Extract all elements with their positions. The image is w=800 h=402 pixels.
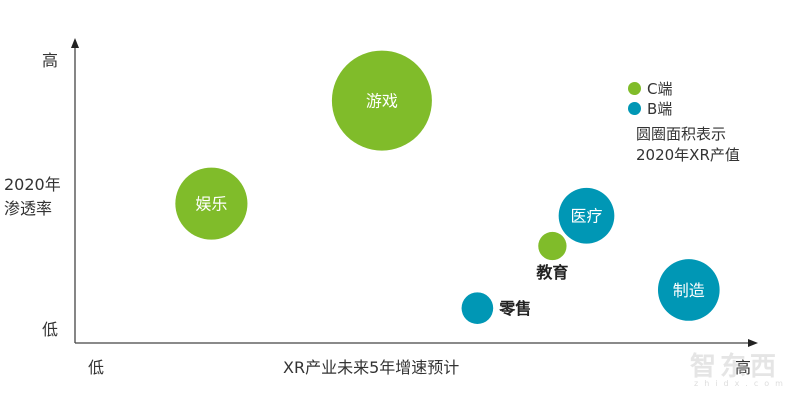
- bubble-label-3: 教育: [536, 263, 568, 282]
- y-axis-arrow: [71, 38, 79, 48]
- bubble-label-4: 零售: [498, 299, 531, 318]
- bubble-4: [461, 292, 494, 324]
- x-tick-high: 高: [735, 358, 752, 377]
- legend-item-b: B端: [628, 98, 672, 119]
- watermark-url: zhidx.com: [694, 379, 789, 388]
- legend-swatch-b: [628, 102, 641, 115]
- legend-label-b: B端: [647, 100, 673, 118]
- bubble-0: [331, 50, 432, 151]
- bubble-5: [657, 259, 720, 321]
- x-tick-low: 低: [88, 358, 105, 377]
- legend-note-line2: 2020年XR产值: [636, 146, 740, 164]
- legend-label-c: C端: [647, 80, 673, 98]
- y-axis-label: 2020年渗透率: [4, 175, 61, 218]
- y-tick-high: 高: [42, 51, 59, 70]
- bubble-3: [538, 231, 567, 261]
- x-axis-label: XR产业未来5年增速预计: [283, 358, 460, 377]
- bubble-1: [175, 167, 248, 240]
- x-axis-arrow: [748, 339, 758, 347]
- bubble-label-2: 医疗: [570, 207, 602, 226]
- bubble-label-1: 娱乐: [195, 195, 227, 214]
- y-tick-low: 低: [42, 320, 59, 339]
- bubble-2: [558, 187, 615, 244]
- bubble-label-5: 制造: [673, 281, 705, 300]
- legend-note-line1: 圆圈面积表示: [636, 125, 727, 143]
- legend-item-c: C端: [628, 78, 672, 99]
- legend-swatch-c: [628, 82, 641, 95]
- watermark-logo: 智东西: [690, 352, 781, 382]
- bubble-label-0: 游戏: [366, 92, 398, 111]
